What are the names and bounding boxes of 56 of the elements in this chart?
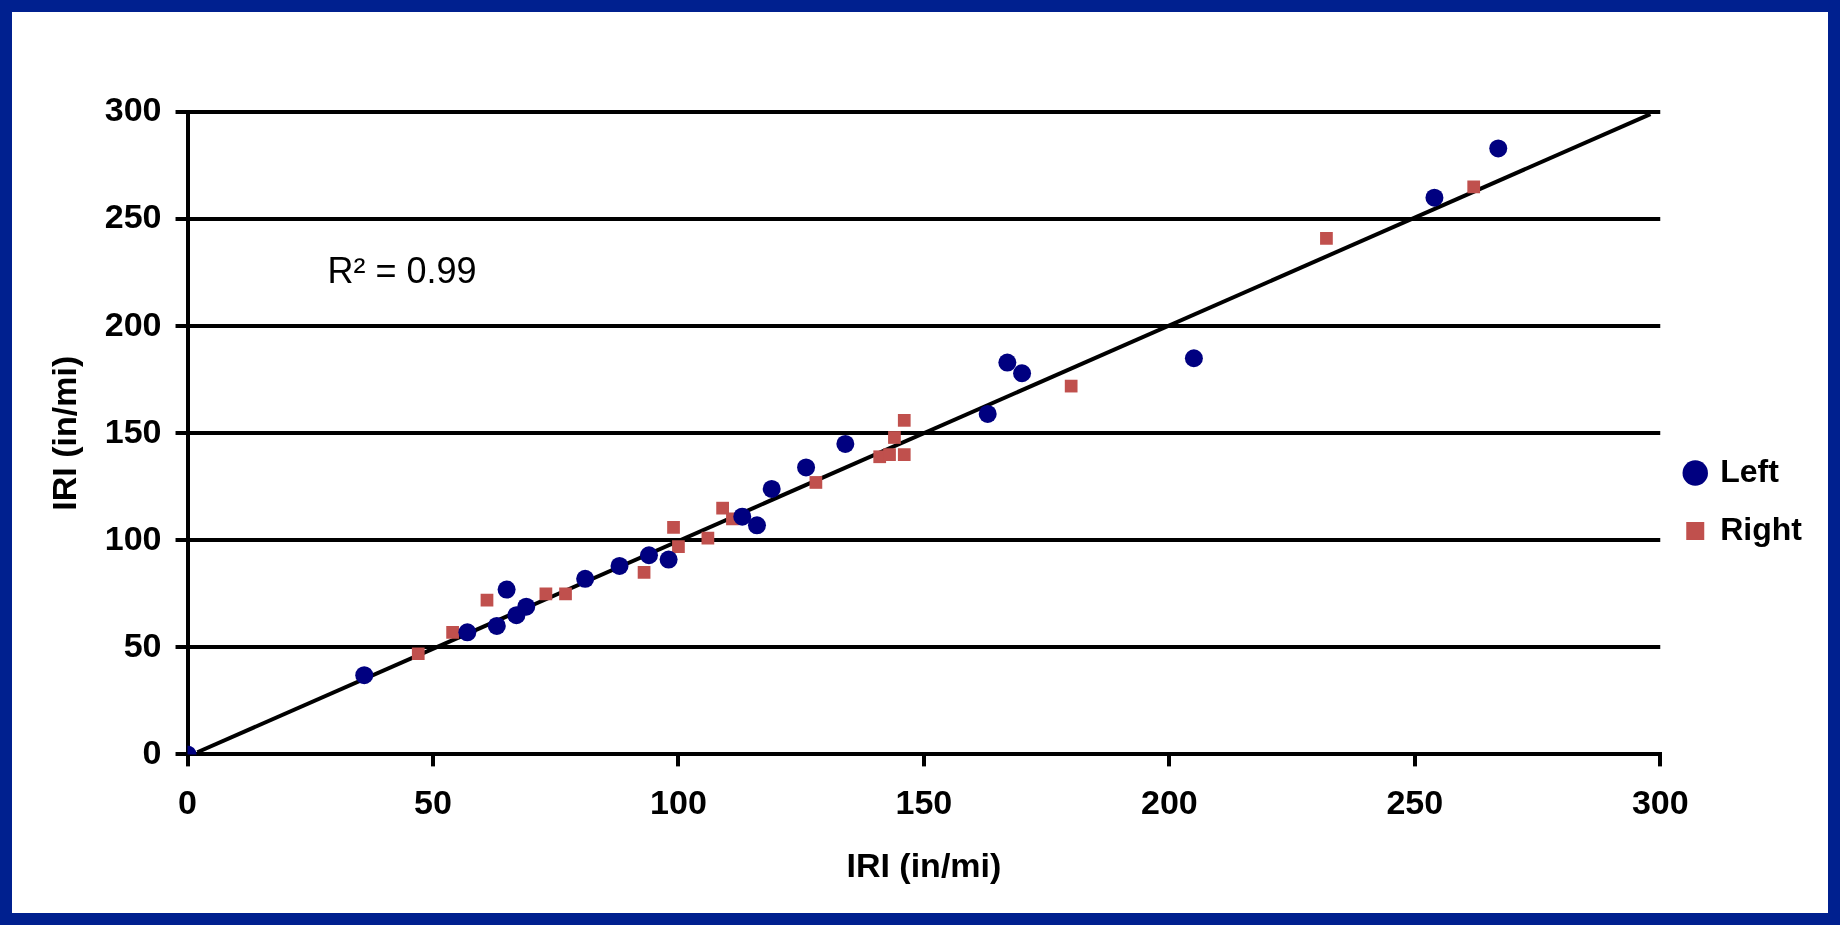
point [1013,364,1032,383]
point [978,404,997,423]
y-tick-label: 0 [142,732,162,771]
point [797,458,816,477]
point [576,569,595,588]
y-tick-label: 150 [104,411,162,450]
point [733,507,752,526]
y-tick-label: 200 [104,304,162,343]
annotation: R² = 0.99 [327,249,477,291]
point [539,587,553,601]
x-tick-label: 50 [414,783,452,822]
point [897,448,911,461]
x-tick-label: 250 [1386,783,1444,822]
point [747,516,766,535]
point [637,566,651,579]
point [639,546,658,565]
point [480,593,494,607]
point [809,476,823,489]
point [659,550,678,569]
point [762,479,781,498]
point [836,434,855,453]
point [883,448,896,461]
point [672,540,685,554]
point [1467,180,1481,194]
point [897,413,911,427]
point [517,597,536,616]
point [411,647,425,661]
x-tick-label: 300 [1631,783,1689,822]
legend-label: Right [1720,510,1803,547]
legend-label: Left [1720,452,1780,489]
x-tick-label: 200 [1140,783,1198,822]
x-tick-label: 0 [178,783,197,822]
x-tick-label: 150 [895,783,953,822]
point [559,587,572,601]
point [1320,231,1333,245]
point [1489,139,1508,158]
x-axis-title: IRI (in/mi) [846,845,1002,884]
point [998,353,1017,372]
point [888,431,901,444]
y-axis-title: IRI (in/mi) [44,355,83,511]
point [487,616,506,635]
y-tick-label: 50 [123,625,162,664]
point [1425,188,1444,207]
y-tick-label: 300 [104,90,162,129]
y-tick-label: 250 [104,197,162,236]
point [1064,379,1078,393]
point [667,521,680,534]
x-tick-label: 100 [650,783,707,822]
point [458,623,477,642]
point [1184,349,1203,368]
y-tick-label: 100 [104,518,162,557]
point [446,625,459,639]
point [355,666,374,685]
point [610,556,629,575]
point [497,580,516,599]
point [716,501,729,515]
